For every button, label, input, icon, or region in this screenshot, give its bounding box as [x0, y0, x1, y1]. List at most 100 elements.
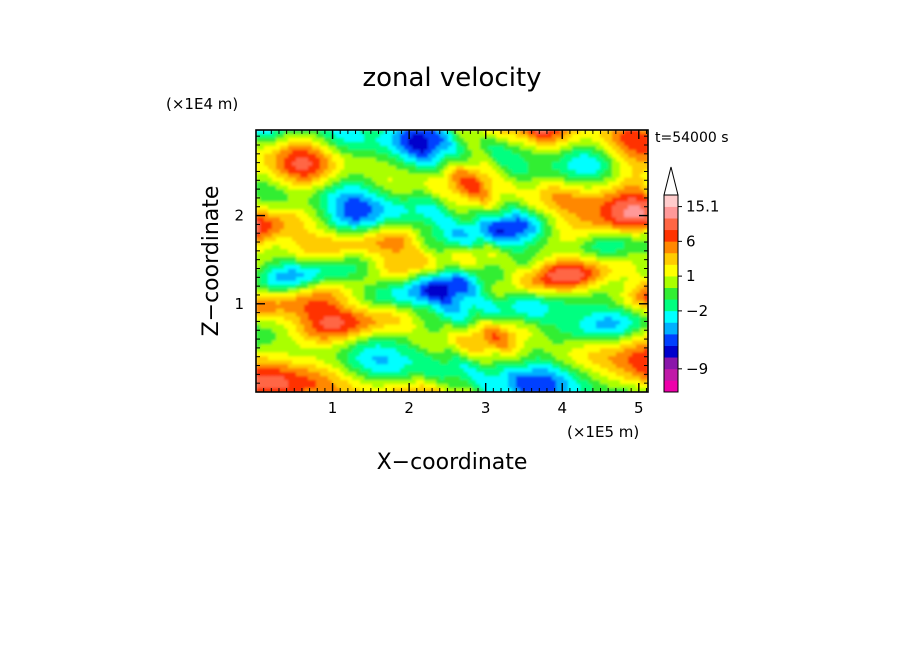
field-cell: [612, 308, 617, 314]
field-cell: [620, 181, 625, 187]
field-cell: [336, 316, 341, 322]
field-cell: [512, 133, 517, 139]
field-cell: [588, 257, 593, 262]
field-cell: [476, 157, 481, 163]
field-cell: [612, 320, 617, 326]
field-cell: [436, 141, 441, 147]
field-cell: [292, 284, 297, 290]
field-cell: [476, 165, 481, 171]
field-cell: [540, 292, 545, 298]
field-cell: [264, 261, 269, 266]
field-cell: [284, 257, 289, 262]
field-cell: [332, 237, 337, 242]
field-cell: [296, 205, 301, 210]
field-cell: [492, 300, 497, 306]
field-cell: [360, 276, 365, 282]
field-cell: [472, 201, 477, 207]
field-cell: [288, 328, 293, 334]
field-cell: [504, 288, 509, 294]
field-cell: [436, 221, 441, 226]
field-cell: [564, 245, 569, 250]
field-cell: [416, 245, 421, 250]
field-cell: [336, 173, 341, 179]
field-cell: [636, 268, 641, 274]
field-cell: [640, 217, 645, 222]
field-cell: [540, 241, 545, 246]
field-cell: [576, 233, 581, 238]
field-cell: [352, 185, 357, 191]
field-cell: [464, 177, 469, 183]
field-cell: [572, 173, 577, 179]
field-cell: [448, 177, 453, 183]
field-cell: [344, 205, 349, 210]
field-cell: [592, 296, 597, 302]
field-cell: [644, 312, 648, 318]
field-cell: [404, 209, 409, 214]
field-cell: [604, 264, 609, 270]
field-cell: [400, 253, 405, 258]
field-cell: [392, 217, 397, 222]
field-cell: [524, 328, 529, 334]
field-cell: [296, 229, 301, 234]
field-cell: [592, 328, 597, 334]
field-cell: [408, 304, 413, 310]
field-cell: [456, 272, 461, 278]
field-cell: [452, 284, 457, 290]
field-cell: [632, 237, 637, 242]
field-cell: [372, 308, 377, 314]
field-cell: [332, 264, 337, 270]
field-cell: [612, 197, 617, 203]
field-cell: [344, 257, 349, 262]
field-cell: [388, 272, 393, 278]
field-cell: [572, 249, 577, 254]
field-cell: [456, 316, 461, 322]
field-cell: [516, 233, 521, 238]
field-cell: [300, 165, 305, 171]
field-cell: [320, 205, 325, 210]
field-cell: [284, 221, 289, 226]
field-cell: [268, 185, 273, 191]
field-cell: [260, 169, 265, 175]
field-cell: [628, 261, 633, 266]
field-cell: [592, 145, 597, 151]
field-cell: [384, 185, 389, 191]
field-cell: [576, 205, 581, 210]
field-cell: [268, 324, 273, 330]
field-cell: [320, 284, 325, 290]
field-cell: [256, 324, 261, 330]
field-cell: [572, 264, 577, 270]
field-cell: [336, 201, 341, 207]
field-cell: [312, 169, 317, 175]
field-cell: [292, 157, 297, 163]
field-cell: [500, 253, 505, 258]
field-cell: [632, 173, 637, 179]
field-cell: [536, 193, 541, 199]
field-cell: [516, 268, 521, 274]
field-cell: [548, 292, 553, 298]
field-cell: [492, 304, 497, 310]
field-cell: [436, 300, 441, 306]
field-cell: [624, 189, 629, 195]
field-cell: [256, 272, 261, 278]
field-cell: [404, 205, 409, 210]
field-cell: [424, 193, 429, 199]
field-cell: [316, 209, 321, 214]
field-cell: [532, 201, 537, 207]
field-cell: [372, 257, 377, 262]
field-cell: [580, 177, 585, 183]
field-cell: [292, 280, 297, 286]
field-cell: [496, 320, 501, 326]
field-cell: [300, 161, 305, 167]
field-cell: [360, 217, 365, 222]
field-cell: [568, 193, 573, 199]
field-cell: [512, 241, 517, 246]
field-cell: [452, 173, 457, 179]
field-cell: [392, 312, 397, 318]
field-cell: [364, 145, 369, 151]
field-cell: [628, 245, 633, 250]
field-cell: [272, 304, 277, 310]
field-cell: [632, 153, 637, 159]
field-cell: [256, 141, 261, 147]
field-cell: [536, 201, 541, 207]
field-cell: [328, 173, 333, 179]
